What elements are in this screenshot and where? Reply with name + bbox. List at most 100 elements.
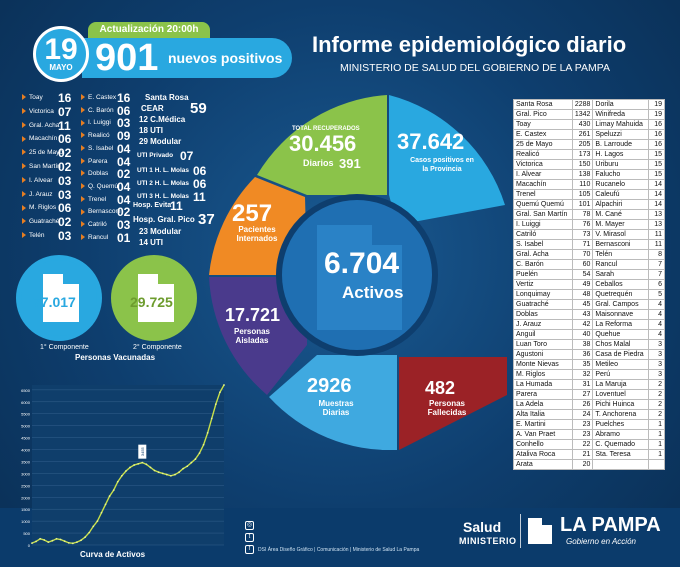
cases-cell: 205 bbox=[571, 139, 594, 150]
arrow-icon bbox=[22, 190, 26, 197]
locality-cell: Puelén bbox=[513, 269, 573, 280]
locality-cell: Santa Rosa bbox=[513, 99, 573, 110]
locality-cell: Vertiz bbox=[513, 279, 573, 290]
locality-cell: Conhello bbox=[513, 439, 573, 450]
locality-item: Telén 03 bbox=[22, 229, 71, 243]
cases-cell: 4 bbox=[648, 319, 665, 330]
cases-cell: 7 bbox=[648, 259, 665, 270]
locality-cell: Ceballos bbox=[592, 279, 649, 290]
data-point bbox=[116, 480, 119, 483]
table-row: Parera 27 Loventuel 2 bbox=[513, 389, 665, 400]
cases-cell: 101 bbox=[571, 199, 594, 210]
cases-cell: 2288 bbox=[571, 99, 594, 110]
locality-cell: Agustoni bbox=[513, 349, 573, 360]
table-row: Gral. Pico 1342 Winifreda 19 bbox=[513, 109, 665, 120]
stats-wheel: TOTAL RECUPERADOS 30.456 Diarios 391 37.… bbox=[207, 95, 507, 451]
samples-label: Muestras Diarias bbox=[318, 399, 354, 417]
ministerio-logo-text: MINISTERIO bbox=[459, 536, 517, 546]
table-row: 25 de Mayo 205 B. Larroude 16 bbox=[513, 139, 665, 150]
data-point bbox=[80, 539, 82, 542]
callout-box bbox=[138, 444, 147, 459]
callout-label: 3455 bbox=[140, 446, 145, 456]
locality-value: 16 bbox=[58, 91, 72, 105]
table-row: Puelén 54 Sarah 7 bbox=[513, 269, 665, 280]
cases-cell: 105 bbox=[571, 189, 594, 200]
locality-cell: A. Van Praet bbox=[513, 429, 573, 440]
cases-segment bbox=[389, 95, 505, 225]
locality-value: 11 bbox=[58, 118, 71, 133]
cases-cell: 70 bbox=[571, 249, 594, 260]
cases-cell: 16 bbox=[648, 139, 665, 150]
locality-value: 06 bbox=[58, 201, 72, 216]
locality-cell: M. Mayer bbox=[592, 219, 649, 230]
arrow-icon bbox=[81, 106, 85, 113]
arrow-icon bbox=[81, 132, 85, 139]
locality-item: Realicó 09 bbox=[81, 129, 130, 143]
locality-name: I. Alvear bbox=[29, 176, 53, 184]
data-point bbox=[169, 474, 172, 477]
locality-cell: Sta. Teresa bbox=[592, 449, 649, 460]
data-point bbox=[186, 465, 189, 468]
y-tick-label: 3000 bbox=[21, 471, 31, 476]
locality-value: 03 bbox=[58, 173, 72, 188]
cear-value: 59 bbox=[190, 100, 207, 117]
twitter-icon[interactable]: t bbox=[245, 533, 254, 542]
locality-value: 06 bbox=[117, 103, 131, 118]
facebook-icon[interactable]: f bbox=[245, 545, 254, 554]
locality-value: 06 bbox=[58, 132, 72, 147]
data-point bbox=[112, 489, 115, 492]
locality-cell: Falucho bbox=[592, 169, 649, 180]
cases-cell: 48 bbox=[571, 289, 594, 300]
y-tick-label: 3500 bbox=[21, 459, 31, 464]
locality-item: Parera 04 bbox=[81, 155, 130, 169]
locality-cell: Parera bbox=[513, 389, 573, 400]
cases-cell: 15 bbox=[648, 159, 665, 170]
recovered-daily-value: 391 bbox=[339, 156, 361, 171]
table-row: E. Martini 23 Puelches 1 bbox=[513, 419, 665, 430]
locality-item: Toay 16 bbox=[22, 91, 71, 105]
date-month: MAYO bbox=[49, 63, 73, 72]
table-row: Arata 20 bbox=[513, 459, 665, 470]
locality-item: J. Arauz 03 bbox=[22, 188, 71, 202]
cases-cell: 2 bbox=[648, 409, 665, 420]
locality-item: C. Barón 06 bbox=[81, 104, 130, 118]
locality-item: I. Luiggi 03 bbox=[81, 116, 130, 130]
data-point bbox=[125, 470, 127, 472]
locality-cell: T. Anchorena bbox=[592, 409, 649, 420]
locality-name: S. Isabel bbox=[88, 144, 114, 152]
data-point bbox=[161, 472, 164, 475]
table-row: Guatraché 45 Gral. Campos 4 bbox=[513, 299, 665, 310]
la-pampa-map-icon bbox=[43, 274, 79, 322]
cases-cell: 16 bbox=[648, 129, 665, 140]
arrow-icon bbox=[81, 183, 85, 190]
data-point bbox=[92, 525, 95, 528]
table-row: A. Van Praet 23 Abramo 1 bbox=[513, 429, 665, 440]
locality-cell: Maisonnave bbox=[592, 309, 649, 320]
locality-value: 03 bbox=[117, 218, 131, 232]
page-subtitle: MINISTERIO DE SALUD DEL GOBIERNO DE LA P… bbox=[340, 62, 610, 74]
locality-cell: Rancul bbox=[592, 259, 649, 270]
cases-cell: 40 bbox=[571, 329, 594, 340]
cases-cell: 6 bbox=[648, 279, 665, 290]
data-point bbox=[223, 384, 225, 386]
locality-name: Bernasconi bbox=[88, 208, 121, 216]
table-row: S. Isabel 71 Bernasconi 11 bbox=[513, 239, 665, 250]
locality-cell bbox=[592, 459, 649, 470]
locality-value: 09 bbox=[117, 129, 131, 144]
deaths-label: Personas Fallecidas bbox=[427, 399, 467, 417]
locality-cell: Gral. Pico bbox=[513, 109, 573, 120]
locality-cell: 25 de Mayo bbox=[513, 139, 573, 150]
locality-cell: Winifreda bbox=[592, 109, 649, 120]
date-badge: 19 MAYO bbox=[33, 26, 89, 82]
locality-cell: Lonquimay bbox=[513, 289, 573, 300]
locality-name: Telén bbox=[29, 232, 45, 239]
table-row: Gral. San Martín 78 M. Cané 13 bbox=[513, 209, 665, 220]
la-pampa-map-icon bbox=[138, 274, 174, 322]
uti3-label: UTI 3 H. L. Molas bbox=[137, 193, 190, 200]
locality-item: M. Riglos 06 bbox=[22, 201, 71, 215]
la-pampa-logo-icon bbox=[520, 514, 552, 548]
y-tick-label: 1000 bbox=[21, 519, 31, 524]
data-point bbox=[120, 474, 123, 477]
locality-item: S. Isabel 04 bbox=[81, 142, 130, 156]
instagram-icon[interactable]: ◎ bbox=[245, 521, 254, 530]
